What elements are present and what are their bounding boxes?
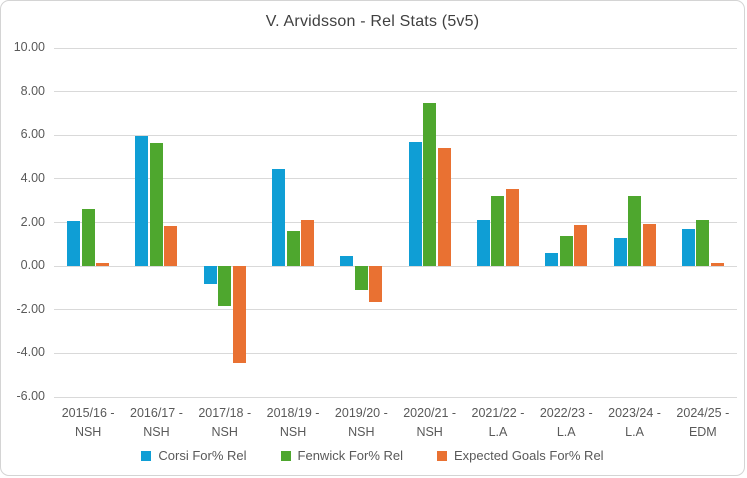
x-tick-team: EDM: [688, 425, 717, 439]
x-axis-tick-label: 2020/21 - NSH: [396, 404, 464, 442]
y-axis-tick-label: 10.00: [13, 40, 45, 54]
x-axis-tick-label: 2023/24 - L.A: [600, 404, 668, 442]
x-tick-season: 2020/21 -: [403, 406, 457, 420]
bar: [301, 220, 315, 267]
x-tick-season: 2015/16 -: [61, 406, 115, 420]
y-axis-tick-label: 2.00: [20, 214, 45, 229]
x-tick-team: NSH: [211, 425, 238, 439]
y-axis-tick-label: 0.00: [20, 258, 45, 273]
y-axis-tick-label: 6.00: [20, 127, 45, 142]
x-axis-tick-label: 2017/18 - NSH: [191, 404, 259, 442]
legend-label: Expected Goals For% Rel: [454, 448, 604, 463]
bar: [408, 141, 422, 267]
gridline: [54, 396, 737, 398]
legend-swatch-icon: [141, 450, 152, 461]
gridline: [54, 352, 737, 354]
bar: [218, 266, 232, 307]
x-axis-tick-label: 2022/23 - L.A: [532, 404, 600, 442]
bar: [476, 220, 490, 267]
x-tick-team: NSH: [74, 425, 102, 439]
x-axis-tick-label: 2018/19 - NSH: [259, 404, 327, 442]
bar: [272, 169, 286, 267]
bar: [354, 266, 368, 291]
x-tick-team: NSH: [416, 425, 443, 439]
gridline: [54, 134, 737, 136]
bar: [135, 136, 149, 267]
legend-swatch-icon: [280, 450, 291, 461]
bar: [203, 266, 217, 284]
legend: Corsi For% Rel Fenwick For% Rel Expected G…: [1, 448, 744, 463]
x-axis-tick-label: 2016/17 - NSH: [122, 404, 190, 442]
x-tick-team: NSH: [348, 425, 375, 439]
y-axis-tick-label: 8.00: [20, 83, 45, 98]
x-axis-tick-label: 2021/22 - L.A: [464, 404, 532, 442]
x-tick-team: L.A: [556, 425, 576, 439]
bar: [232, 266, 246, 364]
bar: [67, 221, 81, 267]
bar: [369, 266, 383, 303]
bar: [696, 220, 710, 267]
bar: [613, 237, 627, 267]
bar: [559, 235, 573, 267]
x-tick-season: 2023/24 -: [608, 406, 661, 420]
bar: [491, 196, 505, 267]
legend-label: Corsi For% Rel: [158, 448, 247, 463]
bar: [437, 148, 451, 267]
bar: [505, 188, 519, 267]
legend-item: Fenwick For% Rel: [280, 448, 403, 463]
x-tick-season: 2019/20 -: [334, 406, 388, 420]
legend-label: Fenwick For% Rel: [297, 448, 403, 463]
bar: [423, 102, 437, 267]
gridline: [54, 222, 737, 223]
legend-item: Expected Goals For% Rel: [437, 448, 604, 463]
bar: [545, 253, 559, 267]
bar: [628, 196, 642, 267]
x-tick-team: L.A: [625, 425, 644, 439]
y-axis-tick-label: -2.00: [16, 301, 46, 316]
x-tick-season: 2022/23 -: [539, 406, 593, 420]
bar: [642, 223, 656, 267]
bar: [340, 256, 354, 267]
x-axis-tick-label: 2019/20 - NSH: [327, 404, 395, 442]
bar: [149, 142, 163, 267]
x-axis-line: [54, 265, 737, 267]
chart-title: V. Arvidsson - Rel Stats (5v5): [265, 13, 480, 30]
bar: [574, 224, 588, 267]
y-axis-tick-label: 4.00: [20, 170, 45, 185]
x-tick-season: 2024/25 -: [676, 406, 730, 420]
gridline: [54, 178, 737, 180]
gridline: [54, 91, 737, 93]
bar: [710, 262, 724, 267]
x-tick-season: 2017/18 -: [198, 406, 252, 420]
x-tick-season: 2021/22 -: [471, 406, 525, 420]
x-tick-team: NSH: [143, 425, 170, 439]
y-axis-tick-label: -6.00: [16, 389, 46, 403]
x-axis-tick-label: 2024/25 - EDM: [669, 404, 737, 442]
gridline: [54, 309, 737, 311]
x-tick-season: 2018/19 -: [266, 406, 320, 420]
legend-item: Corsi For% Rel: [141, 448, 247, 463]
bar: [164, 225, 178, 267]
bar: [81, 209, 95, 267]
bar: [286, 231, 300, 267]
bar: [96, 262, 110, 267]
x-tick-team: NSH: [279, 425, 307, 439]
y-axis-tick-label: -4.00: [16, 345, 46, 360]
bar: [681, 229, 695, 267]
x-tick-season: 2016/17 -: [130, 406, 183, 420]
x-axis-tick-label: 2015/16 - NSH: [54, 404, 122, 442]
x-tick-team: L.A: [488, 425, 508, 439]
gridline: [54, 47, 737, 49]
legend-swatch-icon: [437, 450, 447, 461]
